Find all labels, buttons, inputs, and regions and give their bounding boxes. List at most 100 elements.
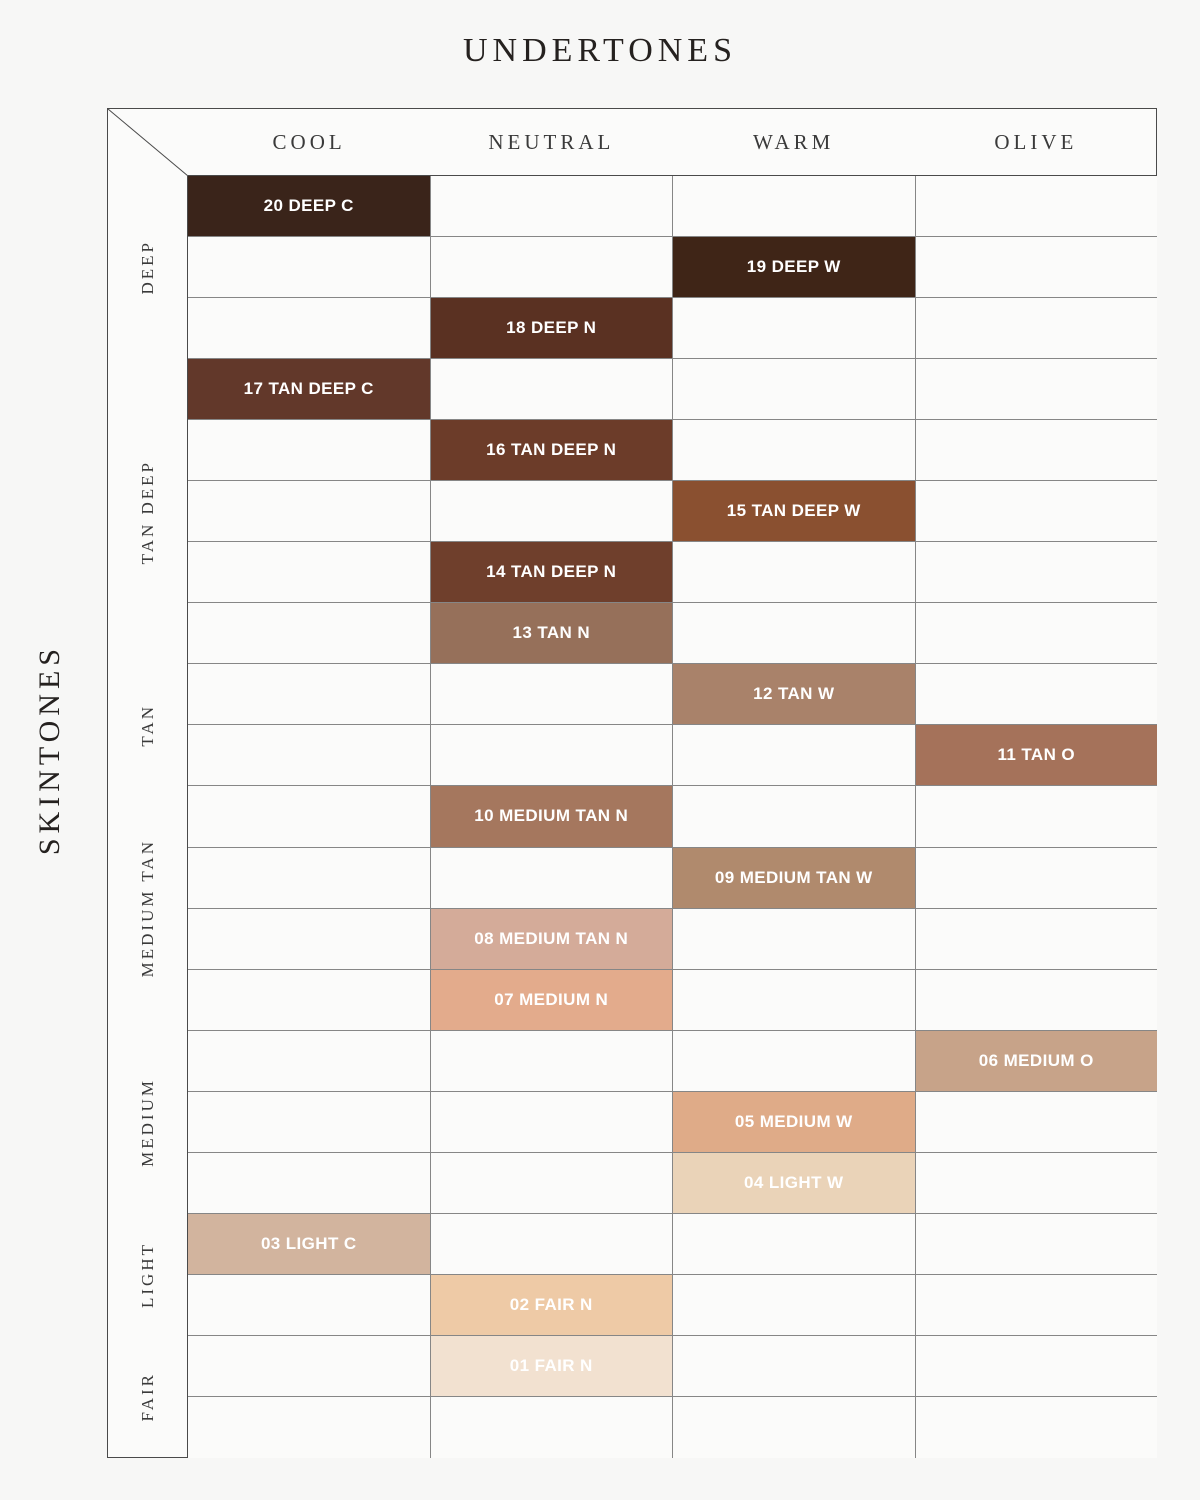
empty-cell xyxy=(673,1213,916,1274)
empty-cell xyxy=(915,237,1157,298)
shade-swatch-09[interactable]: 09 MEDIUM TAN W xyxy=(673,847,916,908)
table-row: 17 TAN DEEP C xyxy=(188,359,1157,421)
shade-swatch-16[interactable]: 16 TAN DEEP N xyxy=(430,420,673,481)
empty-cell xyxy=(430,237,673,298)
table-row: 10 MEDIUM TAN N xyxy=(188,786,1157,848)
empty-cell xyxy=(673,359,916,420)
shade-swatch-label: 12 TAN W xyxy=(753,684,835,704)
empty-cell xyxy=(673,1396,916,1458)
shade-swatch-label: 18 DEEP N xyxy=(506,318,597,338)
row-group-fair[interactable]: FAIR xyxy=(108,1336,188,1458)
shade-swatch-label: 20 DEEP C xyxy=(263,196,354,216)
column-header-olive[interactable]: OLIVE xyxy=(994,129,1078,154)
empty-cell xyxy=(430,1213,673,1274)
row-group-light[interactable]: LIGHT xyxy=(108,1214,188,1336)
shade-swatch-label: 06 MEDIUM O xyxy=(978,1050,1094,1070)
empty-cell xyxy=(915,1213,1157,1274)
shade-swatch-label: 03 LIGHT C xyxy=(260,1233,357,1253)
table-row: 05 MEDIUM W xyxy=(188,1091,1157,1153)
shade-swatch-label: 05 MEDIUM W xyxy=(734,1111,853,1131)
column-header-neutral[interactable]: NEUTRAL xyxy=(488,129,615,154)
table-row: 09 MEDIUM TAN W xyxy=(188,847,1157,909)
empty-cell xyxy=(188,969,431,1030)
empty-cell xyxy=(188,542,431,603)
shade-swatch-18[interactable]: 18 DEEP N xyxy=(430,298,673,359)
shade-swatch-12[interactable]: 12 TAN W xyxy=(673,664,916,725)
shade-swatch-03[interactable]: 03 LIGHT C xyxy=(188,1213,431,1274)
empty-cell xyxy=(915,1274,1157,1335)
empty-cell xyxy=(188,1274,431,1335)
row-group-label: MEDIUM xyxy=(138,1077,157,1167)
shade-swatch-02[interactable]: 02 FAIR N xyxy=(430,1274,673,1335)
shade-swatch-20[interactable]: 20 DEEP C xyxy=(188,176,431,237)
empty-cell xyxy=(915,1396,1157,1458)
grid-body: 20 DEEP C 19 DEEP W 18 DEEP N 17 TAN DEEP C… xyxy=(188,176,1157,1458)
empty-cell xyxy=(915,1335,1157,1396)
empty-cell xyxy=(188,786,431,847)
empty-cell xyxy=(673,786,916,847)
shade-swatch-label: 13 TAN N xyxy=(512,623,590,643)
shade-swatch-17[interactable]: 17 TAN DEEP C xyxy=(188,359,431,420)
empty-cell xyxy=(430,1396,673,1458)
row-group-medium[interactable]: MEDIUM xyxy=(108,1031,188,1214)
column-header-warm[interactable]: WARM xyxy=(752,129,835,154)
shade-swatch-19[interactable]: 19 DEEP W xyxy=(673,237,916,298)
shade-swatch-label: 09 MEDIUM TAN W xyxy=(714,867,873,887)
skintone-undertone-matrix: COOL NEUTRAL WARM OLIVE DEEP TAN DEEP TAN MEDI… xyxy=(107,108,1157,1458)
shade-swatch-label: 14 TAN DEEP N xyxy=(486,562,617,582)
empty-cell xyxy=(673,725,916,786)
empty-cell xyxy=(188,298,431,359)
empty-cell xyxy=(673,542,916,603)
empty-cell xyxy=(915,298,1157,359)
empty-cell xyxy=(915,1152,1157,1213)
column-header-cool[interactable]: COOL xyxy=(272,129,346,154)
vertical-axis-title: SKINTONES xyxy=(20,0,80,1500)
empty-cell xyxy=(188,1030,431,1091)
row-group-label: TAN DEEP xyxy=(138,459,157,564)
empty-cell xyxy=(673,969,916,1030)
row-group-label: TAN xyxy=(138,704,157,747)
row-group-tan-deep[interactable]: TAN DEEP xyxy=(108,359,188,664)
table-row: 12 TAN W xyxy=(188,664,1157,726)
row-group-tan[interactable]: TAN xyxy=(108,664,188,786)
shade-swatch-05[interactable]: 05 MEDIUM W xyxy=(673,1091,916,1152)
shade-swatch-11[interactable]: 11 TAN O xyxy=(915,725,1157,786)
empty-cell xyxy=(673,1335,916,1396)
empty-cell xyxy=(188,1335,431,1396)
corner-cell xyxy=(107,108,189,177)
table-row: 04 LIGHT W xyxy=(188,1152,1157,1214)
shade-swatch-label: 08 MEDIUM TAN N xyxy=(474,928,629,948)
shade-swatch-08[interactable]: 08 MEDIUM TAN N xyxy=(430,908,673,969)
empty-cell xyxy=(430,1091,673,1152)
row-group-deep[interactable]: DEEP xyxy=(108,176,188,359)
table-row: 20 DEEP C xyxy=(188,176,1157,238)
empty-cell xyxy=(915,1091,1157,1152)
row-group-label: LIGHT xyxy=(138,1241,157,1308)
shade-swatch-14[interactable]: 14 TAN DEEP N xyxy=(430,542,673,603)
shade-swatch-label: 04 LIGHT W xyxy=(744,1172,844,1192)
table-row: 16 TAN DEEP N xyxy=(188,420,1157,482)
row-group-rail: DEEP TAN DEEP TAN MEDIUM TAN MEDIUM LIGHT FAIR xyxy=(108,176,188,1458)
shade-swatch-06[interactable]: 06 MEDIUM O xyxy=(915,1030,1157,1091)
row-group-medium-tan[interactable]: MEDIUM TAN xyxy=(108,786,188,1030)
shade-swatch-13[interactable]: 13 TAN N xyxy=(430,603,673,664)
shade-swatch-01[interactable]: 01 FAIR N xyxy=(430,1335,673,1396)
shade-swatch-04[interactable]: 04 LIGHT W xyxy=(673,1152,916,1213)
table-row: 07 MEDIUM N xyxy=(188,969,1157,1031)
row-group-label: DEEP xyxy=(138,240,157,295)
table-row: 03 LIGHT C xyxy=(188,1213,1157,1275)
shade-swatch-07[interactable]: 07 MEDIUM N xyxy=(430,969,673,1030)
shade-swatch-15[interactable]: 15 TAN DEEP W xyxy=(673,481,916,542)
page-title: UNDERTONES xyxy=(462,32,737,69)
empty-cell xyxy=(430,847,673,908)
empty-cell xyxy=(673,1030,916,1091)
empty-cell xyxy=(430,359,673,420)
shade-swatch-label: 19 DEEP W xyxy=(746,257,841,277)
empty-cell xyxy=(430,664,673,725)
table-row: 13 TAN N xyxy=(188,603,1157,665)
shade-swatch-label: 17 TAN DEEP C xyxy=(243,379,374,399)
row-group-label: MEDIUM TAN xyxy=(138,839,157,978)
empty-cell xyxy=(188,847,431,908)
shade-swatch-10[interactable]: 10 MEDIUM TAN N xyxy=(430,786,673,847)
table-row: 14 TAN DEEP N xyxy=(188,542,1157,604)
